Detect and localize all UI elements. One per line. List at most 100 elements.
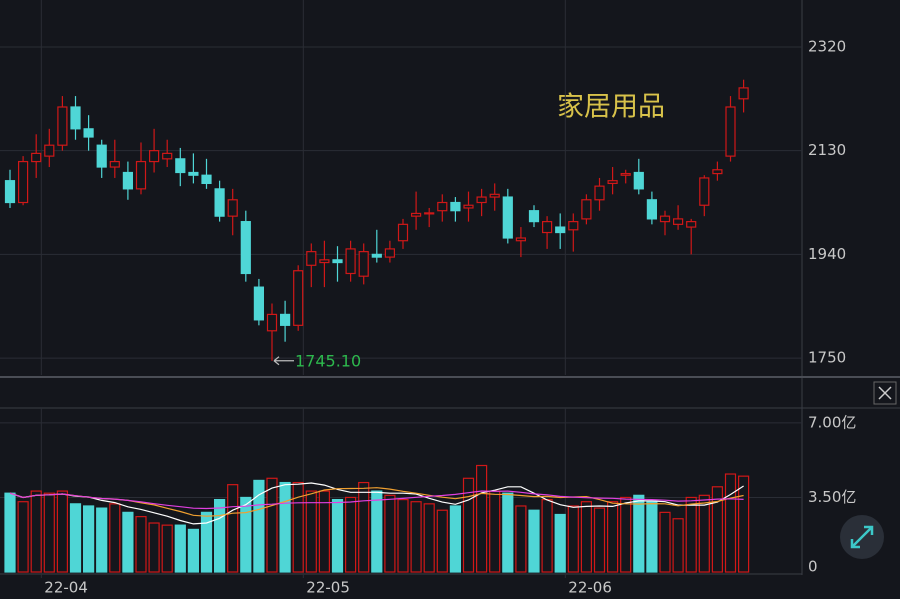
volume-bar	[502, 492, 514, 573]
x-tick-label: 22-05	[306, 579, 350, 597]
x-tick-label: 22-06	[568, 579, 612, 597]
candle-body	[633, 171, 644, 190]
volume-bar	[436, 509, 448, 573]
candle-body	[227, 199, 238, 217]
candle-body	[122, 171, 134, 190]
candle-body	[214, 188, 225, 217]
candle-body	[594, 185, 605, 201]
volume-bar	[462, 477, 475, 573]
volume-bar	[541, 498, 553, 573]
volume-bar	[214, 498, 226, 573]
volume-bar	[410, 501, 422, 573]
volume-bar	[161, 524, 173, 573]
volume-bar	[724, 473, 737, 573]
candle-body	[31, 152, 42, 163]
volume-bar	[567, 505, 579, 573]
candle-body	[607, 180, 618, 185]
candle-body	[280, 313, 291, 326]
expand-icon[interactable]	[850, 525, 874, 549]
candle-body	[162, 152, 173, 160]
candle-body	[672, 218, 684, 225]
candle-body	[568, 221, 579, 231]
candle-body	[397, 223, 409, 242]
volume-bar	[318, 490, 330, 573]
candle-body	[332, 259, 343, 264]
volume-bar	[82, 505, 95, 573]
candle-body	[70, 106, 81, 130]
candle-body	[502, 196, 513, 239]
candle-body	[175, 158, 186, 174]
candle-body	[319, 259, 330, 264]
expand-button[interactable]	[840, 515, 884, 559]
volume-bar	[43, 492, 55, 573]
candle-body	[738, 87, 749, 100]
close-box[interactable]	[873, 381, 897, 405]
volume-bar	[528, 509, 540, 573]
volume-bar	[30, 490, 42, 573]
chart-title: 家居用品	[557, 92, 665, 123]
volume-bar	[96, 507, 108, 573]
candle-body	[659, 215, 671, 223]
volume-bar	[69, 503, 82, 573]
volume-bar	[423, 503, 435, 573]
volume-bar	[737, 475, 750, 573]
candle-body	[620, 172, 631, 176]
candle-body	[515, 237, 527, 242]
candle-body	[96, 144, 107, 168]
y-tick-label: 7.00亿	[808, 413, 856, 431]
volume-bar	[489, 490, 501, 573]
volume-bar	[633, 494, 645, 573]
volume-bar	[672, 518, 684, 573]
volume-bar	[659, 511, 671, 573]
volume-bar	[240, 496, 252, 573]
candle-body	[541, 221, 553, 234]
candle-body	[699, 177, 710, 206]
volume-bar	[646, 501, 658, 573]
volume-bar	[187, 528, 199, 573]
annotation-arrow	[273, 356, 294, 366]
volume-bar	[266, 477, 278, 573]
close-button[interactable]	[873, 381, 897, 405]
volume-bar	[227, 484, 239, 573]
y-tick-label: 0	[808, 558, 818, 576]
volume-bar	[711, 486, 724, 573]
candle-body	[686, 221, 697, 228]
candle-body	[424, 212, 435, 215]
y-tick-label: 1940	[808, 245, 846, 263]
volume-bar	[292, 481, 304, 573]
candle-body	[44, 144, 55, 157]
candle-body	[149, 150, 160, 163]
x-tick-label: 22-04	[44, 579, 88, 597]
volume-bar	[135, 516, 147, 573]
volume-bar	[305, 490, 317, 573]
volume-bar	[122, 511, 134, 573]
candle-body	[476, 196, 487, 204]
candle-body	[358, 251, 369, 277]
candle-body	[646, 199, 658, 220]
candle-body	[293, 270, 304, 326]
candle-body	[528, 210, 540, 223]
candle-body	[18, 160, 29, 204]
volume-bar	[174, 524, 186, 573]
candle-body	[57, 106, 68, 146]
candle-body	[201, 174, 212, 185]
close-icon[interactable]	[878, 386, 892, 400]
candle-body	[384, 248, 395, 258]
volume-bar	[476, 464, 488, 573]
volume-bar	[698, 494, 710, 573]
volume-bar	[331, 498, 344, 573]
candle-body	[188, 171, 199, 176]
volume-bar	[606, 501, 619, 573]
volume-bar	[397, 498, 409, 573]
candle-body	[306, 251, 317, 266]
volume-bar	[109, 503, 121, 573]
candle-body	[240, 221, 251, 275]
y-tick-label: 2130	[808, 141, 846, 159]
volume-bar	[345, 496, 357, 573]
volume-bar	[554, 513, 566, 573]
candle-body	[4, 180, 16, 204]
volume-bar	[56, 490, 69, 573]
candle-body	[253, 286, 264, 321]
